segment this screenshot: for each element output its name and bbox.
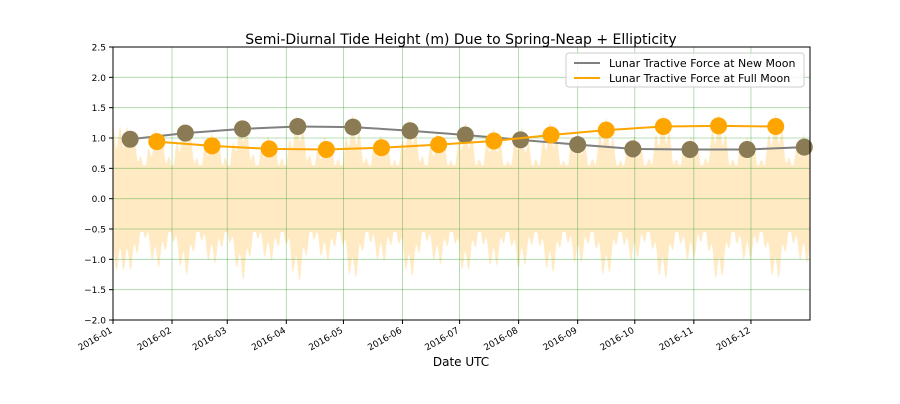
- chart-title: Semi-Diurnal Tide Height (m) Due to Spri…: [245, 32, 676, 48]
- new-moon-point: [121, 130, 139, 148]
- plot-frame: [112, 46, 811, 321]
- full-moon-point: [542, 126, 560, 144]
- x-tick-label: 2016-03: [191, 326, 229, 353]
- x-tick-label: 2016-04: [250, 326, 288, 354]
- x-tick-label: 2016-02: [136, 326, 174, 353]
- legend: Lunar Tractive Force at New Moon Lunar T…: [565, 52, 805, 88]
- new-moon-point: [233, 120, 251, 138]
- x-tick-label: 2016-11: [658, 326, 696, 353]
- y-axis: −2.0 −1.5 −1.0 −0.5 0.0 0.5 1.0 1.5 2.0 2.5: [84, 44, 113, 327]
- legend-box: [565, 52, 805, 88]
- new-moon-point: [795, 138, 813, 156]
- new-moon-point: [344, 118, 362, 136]
- full-moon-point: [260, 140, 278, 158]
- full-moon-point: [767, 117, 785, 135]
- y-tick-label: −1.0: [84, 256, 106, 266]
- new-moon-point: [512, 131, 530, 149]
- new-moon-point: [289, 117, 307, 135]
- x-tick-label: 2016-09: [542, 326, 580, 354]
- full-moon-point: [373, 139, 391, 157]
- y-tick-label: −0.5: [84, 226, 106, 236]
- x-axis-label: Date UTC: [433, 355, 489, 369]
- y-tick-label: 2.0: [92, 74, 107, 84]
- x-axis: 2016-01 2016-02 2016-03 2016-04 2016-05 2016-…: [77, 320, 753, 354]
- full-moon-point: [597, 121, 615, 139]
- x-tick-label: 2016-06: [366, 326, 404, 354]
- new-moon-point: [401, 122, 419, 140]
- new-moon-point: [681, 141, 699, 159]
- full-moon-point: [148, 133, 166, 151]
- full-moon-point: [430, 136, 448, 154]
- full-moon-point: [317, 141, 335, 159]
- new-moon-point: [738, 141, 756, 159]
- legend-label-new-moon: Lunar Tractive Force at New Moon: [609, 57, 795, 70]
- x-tick-label: 2016-05: [307, 326, 345, 353]
- x-tick-label: 2016-10: [599, 326, 637, 354]
- new-moon-point: [456, 126, 474, 144]
- y-tick-label: −1.5: [84, 286, 106, 296]
- full-moon-point: [710, 117, 728, 135]
- new-moon-point: [624, 140, 642, 158]
- full-moon-line: [156, 124, 776, 151]
- new-moon-point: [176, 124, 194, 142]
- full-moon-point: [485, 132, 503, 150]
- y-tick-label: 1.0: [92, 135, 107, 145]
- tide-height-fill: [112, 114, 810, 281]
- y-tick-label: 0.5: [92, 165, 106, 175]
- y-tick-label: 2.5: [92, 44, 106, 54]
- new-moon-point: [569, 136, 587, 154]
- legend-label-full-moon: Lunar Tractive Force at Full Moon: [609, 72, 790, 85]
- x-tick-label: 2016-01: [77, 326, 115, 353]
- x-tick-label: 2016-08: [483, 326, 521, 354]
- x-tick-label: 2016-12: [715, 326, 753, 353]
- y-tick-label: 1.5: [92, 104, 106, 114]
- y-tick-label: 0.0: [92, 195, 107, 205]
- y-tick-label: −2.0: [84, 317, 106, 327]
- x-tick-label: 2016-07: [424, 326, 462, 353]
- full-moon-point: [203, 137, 221, 155]
- full-moon-point: [654, 117, 672, 135]
- series-lines: [121, 117, 813, 159]
